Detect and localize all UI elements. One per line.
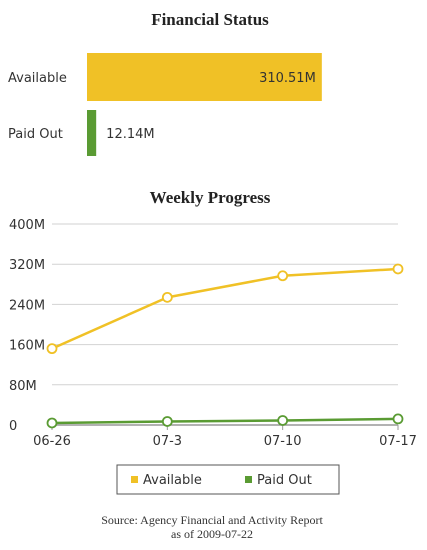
financial-status-title: Financial Status <box>151 10 269 29</box>
data-point-available[interactable] <box>46 343 58 355</box>
x-tick-label: 07-17 <box>379 434 417 449</box>
data-point-available[interactable] <box>277 270 289 282</box>
y-tick-label: 0 <box>9 419 17 434</box>
weekly-progress-title: Weekly Progress <box>150 188 271 207</box>
series-line-available <box>51 267 399 350</box>
bar-paid-out[interactable] <box>87 110 97 156</box>
y-tick-label: 80M <box>9 379 37 394</box>
weekly-progress-chart: Weekly Progress 0 80M 160M 240M 320M 400M 06-… <box>9 188 417 449</box>
bar-rows: Available 310.51M Paid Out 12.14M <box>8 53 322 156</box>
legend-box <box>116 464 340 495</box>
y-tick-label: 160M <box>9 339 45 354</box>
grid-lines <box>52 223 398 426</box>
bar-category-label-available: Available <box>8 71 67 86</box>
bar-value-label-available: 310.51M <box>259 71 316 86</box>
series-points <box>46 263 404 429</box>
x-tick-label: 06-26 <box>33 434 71 449</box>
x-tick-label: 07-3 <box>153 434 183 449</box>
legend-swatch-available <box>131 476 138 483</box>
legend-item-available[interactable]: Available <box>131 473 202 488</box>
data-point-paid-out[interactable] <box>277 415 289 426</box>
x-tick-label: 07-10 <box>264 434 302 449</box>
data-point-available[interactable] <box>161 291 173 303</box>
data-point-available[interactable] <box>392 263 404 275</box>
y-tick-label: 400M <box>9 218 45 233</box>
y-tick-label: 240M <box>9 298 45 313</box>
y-tick-label: 320M <box>9 258 45 273</box>
bar-available[interactable] <box>87 53 322 101</box>
series-line-paid-out <box>51 417 399 425</box>
y-axis-ticks: 0 80M 160M 240M 320M 400M <box>9 218 45 434</box>
legend-label-available: Available <box>143 473 202 488</box>
bar-category-label-paid-out: Paid Out <box>8 127 63 142</box>
source-line-2: as of 2009-07-22 <box>171 527 253 541</box>
legend-label-paid-out: Paid Out <box>257 473 312 488</box>
legend-swatch-paid-out <box>245 476 252 483</box>
legend: Available Paid Out <box>116 464 340 495</box>
data-point-paid-out[interactable] <box>161 416 173 427</box>
source-note: Source: Agency Financial and Activity Re… <box>101 513 323 541</box>
data-point-paid-out[interactable] <box>392 413 404 425</box>
bar-value-label-paid-out: 12.14M <box>106 127 154 142</box>
financial-status-chart: Financial Status Available 310.51M Paid Ou… <box>8 10 322 156</box>
source-line-1: Source: Agency Financial and Activity Re… <box>101 513 323 527</box>
data-point-paid-out[interactable] <box>46 417 58 429</box>
series-lines <box>51 267 399 425</box>
x-axis-ticks: 06-26 07-3 07-10 07-17 <box>33 425 417 449</box>
legend-item-paid-out[interactable]: Paid Out <box>245 473 312 488</box>
